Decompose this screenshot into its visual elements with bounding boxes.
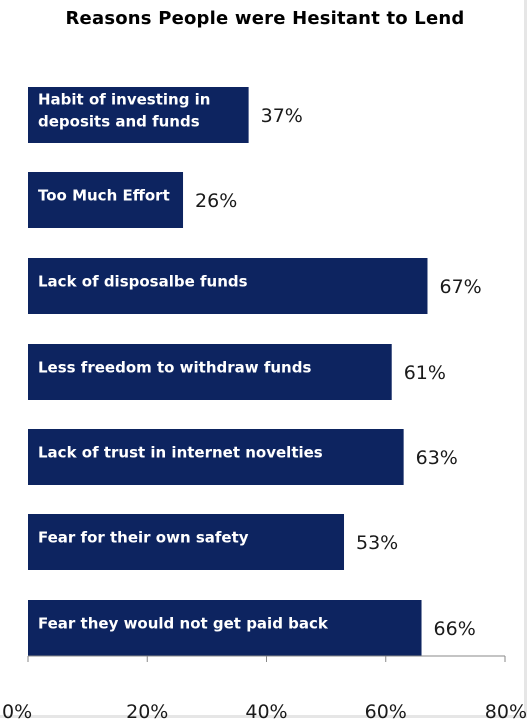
x-tick-label: 20%: [126, 701, 168, 721]
x-tick-label: 80%: [485, 701, 527, 721]
chart-title: Reasons People were Hesitant to Lend: [65, 8, 465, 29]
category-label: deposits and funds: [38, 113, 200, 131]
bar: [28, 87, 249, 143]
value-label: 63%: [416, 447, 458, 469]
category-label: Fear they would not get paid back: [38, 615, 329, 633]
value-label: 37%: [261, 105, 303, 127]
category-label: Lack of disposalbe funds: [38, 273, 248, 291]
category-label: Habit of investing in: [38, 91, 210, 109]
bar: [28, 344, 392, 400]
x-tick-label: 40%: [245, 701, 287, 721]
bar: [28, 172, 184, 228]
value-label: 67%: [439, 276, 481, 298]
x-tick-label: 60%: [365, 701, 407, 721]
value-label: 66%: [434, 618, 476, 640]
value-label: 61%: [404, 362, 446, 384]
category-label: Too Much Effort: [38, 187, 170, 205]
bar: [28, 258, 428, 314]
category-label: Lack of trust in internet novelties: [38, 444, 323, 462]
category-label: Fear for their own safety: [38, 529, 249, 547]
bar: [28, 600, 422, 656]
value-label: 26%: [195, 190, 237, 212]
category-label: Less freedom to withdraw funds: [38, 359, 311, 377]
bar: [28, 514, 345, 570]
value-label: 53%: [356, 532, 398, 554]
bar: [28, 429, 404, 485]
x-tick-label: 0%: [2, 701, 32, 721]
